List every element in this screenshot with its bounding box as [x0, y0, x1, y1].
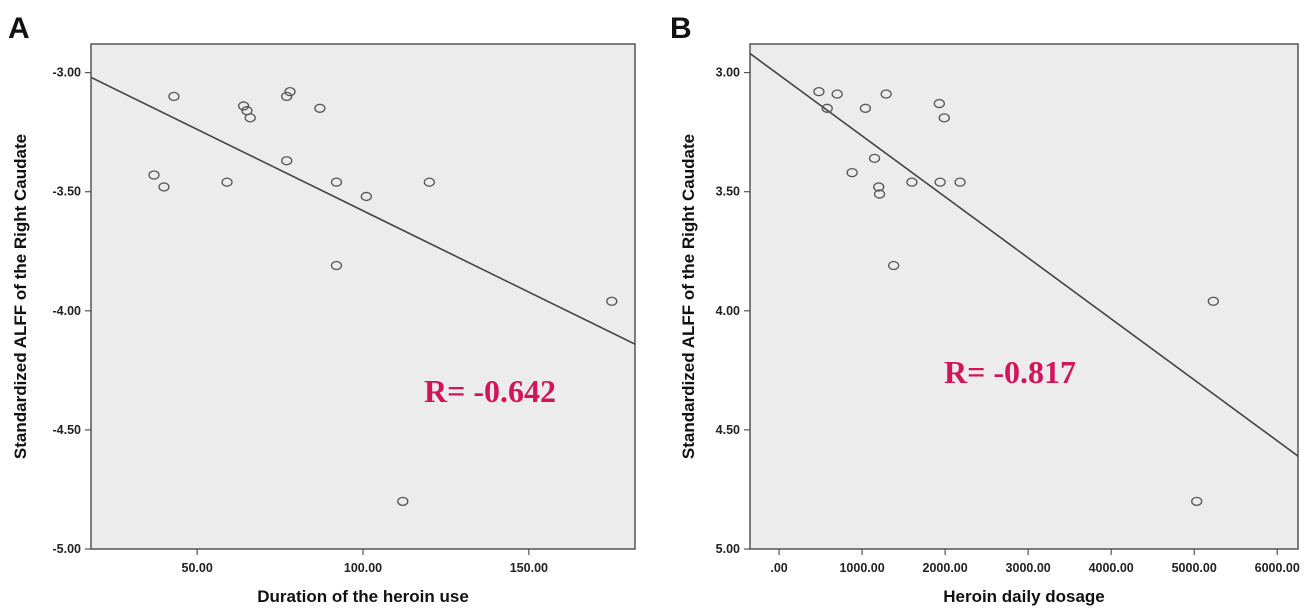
data-point [1207, 296, 1219, 306]
data-point [158, 182, 170, 192]
data-point [813, 86, 825, 97]
y-tick-label: -5.00 [53, 542, 82, 556]
data-point [873, 182, 885, 192]
x-axis-title: Heroin daily dosage [943, 587, 1105, 606]
x-tick-label: 1000.00 [839, 561, 884, 575]
x-tick-label: 50.00 [182, 561, 213, 575]
x-tick-label: 3000.00 [1006, 561, 1051, 575]
data-point [906, 177, 918, 187]
data-point [314, 103, 326, 113]
x-tick-label: 4000.00 [1089, 561, 1134, 575]
chart-panel-a: A -3.00 -3.50 -4.00 -4.50 -5.00 50.00 100.00 150… [8, 12, 636, 606]
data-point [397, 496, 409, 507]
y-tick-label: -4.50 [53, 423, 82, 437]
data-point [933, 98, 945, 109]
panel-letter: B [670, 12, 692, 45]
regression-line [750, 52, 1298, 457]
chart-panel-b: B 3.00 3.50 4.00 4.50 5.00 .00 1000.00 2000.00 30… [670, 12, 1300, 606]
data-point [934, 177, 946, 187]
data-point [281, 91, 293, 102]
data-point [938, 113, 950, 123]
x-tick-label: 2000.00 [923, 561, 968, 575]
data-point [244, 113, 256, 123]
correlation-label: R= -0.817 [944, 354, 1076, 390]
x-tick-label: 100.00 [344, 561, 382, 575]
data-point [873, 189, 886, 199]
y-tick-label: -3.50 [53, 185, 82, 199]
data-point [880, 89, 892, 99]
data-point [606, 296, 618, 306]
y-tick-label: 3.00 [716, 66, 740, 80]
x-axis-title: Duration of the heroin use [257, 587, 469, 606]
data-point [221, 177, 233, 187]
plot-area [749, 43, 1299, 550]
data-point [330, 260, 343, 271]
data-point [846, 167, 858, 178]
panel-letter: A [8, 12, 30, 45]
y-axis-title: Standardized ALFF of the Right Caudate [11, 134, 30, 459]
x-tick-label: .00 [770, 561, 787, 575]
y-tick-label: 5.00 [716, 542, 740, 556]
y-tick-label: -3.00 [53, 66, 82, 80]
data-point [1191, 496, 1203, 507]
x-tick-label: 6000.00 [1255, 561, 1300, 575]
y-tick-label: 3.50 [716, 185, 740, 199]
data-point [360, 191, 372, 202]
y-tick-label: 4.50 [716, 423, 740, 437]
data-point [831, 89, 843, 99]
data-point [423, 177, 435, 187]
correlation-label: R= -0.642 [424, 373, 556, 409]
data-point [868, 153, 881, 163]
data-point [887, 260, 900, 271]
data-point [284, 86, 296, 97]
data-point [821, 103, 833, 113]
data-point [168, 91, 180, 102]
data-point [954, 177, 966, 187]
data-point [330, 177, 343, 187]
x-tick-label: 150.00 [510, 561, 548, 575]
x-tick-label: 5000.00 [1172, 561, 1217, 575]
y-tick-label: -4.00 [53, 304, 82, 318]
y-tick-label: 4.00 [716, 304, 740, 318]
plot-area [90, 43, 636, 550]
regression-line [91, 76, 635, 345]
y-axis-title: Standardized ALFF of the Right Caudate [679, 134, 698, 459]
data-point [148, 170, 160, 180]
data-point [237, 101, 250, 111]
data-point [859, 103, 872, 113]
data-point [281, 156, 293, 166]
